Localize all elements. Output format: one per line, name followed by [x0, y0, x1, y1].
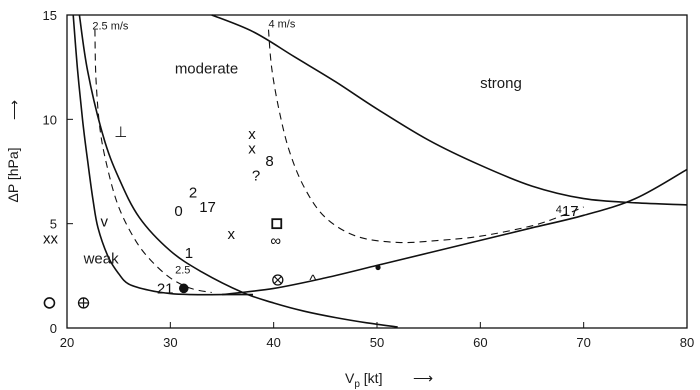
curve-labels: 2.5 m/s 4 m/s 2.5 4 — [92, 19, 562, 277]
open-circle-marker — [43, 297, 56, 309]
point-label: 21 — [157, 280, 174, 297]
point-label: x — [248, 126, 256, 143]
x-axis-title-subscript: p — [354, 379, 360, 390]
open-square-marker — [271, 218, 283, 230]
curve-label: 4 — [556, 204, 562, 216]
x-axis-title-unit: [kt] — [360, 370, 383, 386]
point-label: 2 — [189, 184, 197, 201]
y-tick-label: 0 — [50, 321, 57, 336]
point-label: ∞ — [270, 232, 281, 249]
point-label: 1 — [185, 245, 193, 262]
point-label: x — [248, 141, 256, 158]
x-tick-label: 40 — [266, 335, 280, 350]
x-tick-label: 60 — [473, 335, 487, 350]
point-label: 17 — [199, 199, 216, 216]
x-axis-title: Vp [kt] — [345, 370, 382, 390]
y-axis-title: ΔP [hPa] — [5, 147, 21, 202]
point-label: xx — [43, 230, 59, 247]
point-label: 17 — [562, 203, 579, 220]
solid-boundary-2 — [221, 168, 688, 296]
x-tick-label: 30 — [163, 335, 177, 350]
dashed-boundary-4 — [94, 29, 212, 294]
circle-plus-marker — [77, 297, 90, 309]
point-label: x — [228, 226, 236, 243]
point-label: ⊥ — [114, 124, 127, 141]
solid-boundary-0 — [78, 14, 398, 328]
point-label: ? — [252, 168, 260, 185]
point-label: 8 — [265, 153, 273, 170]
point-label: 0 — [174, 203, 182, 220]
region-label-moderate: moderate — [175, 60, 238, 77]
x-axis-arrow: ⟶ — [413, 370, 433, 386]
solid-boundary-1 — [72, 14, 253, 296]
curve-label: 2.5 — [175, 265, 190, 277]
curve-label: 2.5 m/s — [92, 21, 129, 33]
small-dot-marker — [375, 264, 381, 271]
x-tick-label: 50 — [370, 335, 384, 350]
region-boundaries — [72, 14, 688, 328]
region-label-weak: weak — [83, 250, 120, 267]
circle-times-marker — [272, 274, 284, 286]
y-tick-label: 5 — [50, 217, 57, 232]
y-axis-arrow: ⟶ — [6, 100, 22, 120]
x-tick-label: 20 — [60, 335, 74, 350]
solid-boundary-3 — [211, 14, 688, 206]
dashed-boundary-5 — [267, 29, 584, 244]
x-tick-label: 70 — [576, 335, 590, 350]
point-label: v — [100, 214, 108, 231]
curve-label: 4 m/s — [268, 19, 295, 31]
point-label: ^ — [309, 272, 316, 289]
x-tick-label: 80 — [680, 335, 694, 350]
y-tick-label: 10 — [43, 112, 57, 127]
y-tick-label: 15 — [43, 8, 57, 23]
region-label-strong: strong — [480, 75, 522, 92]
filled-circle-marker — [178, 283, 189, 294]
region-labels: moderate strong weak — [83, 60, 522, 267]
